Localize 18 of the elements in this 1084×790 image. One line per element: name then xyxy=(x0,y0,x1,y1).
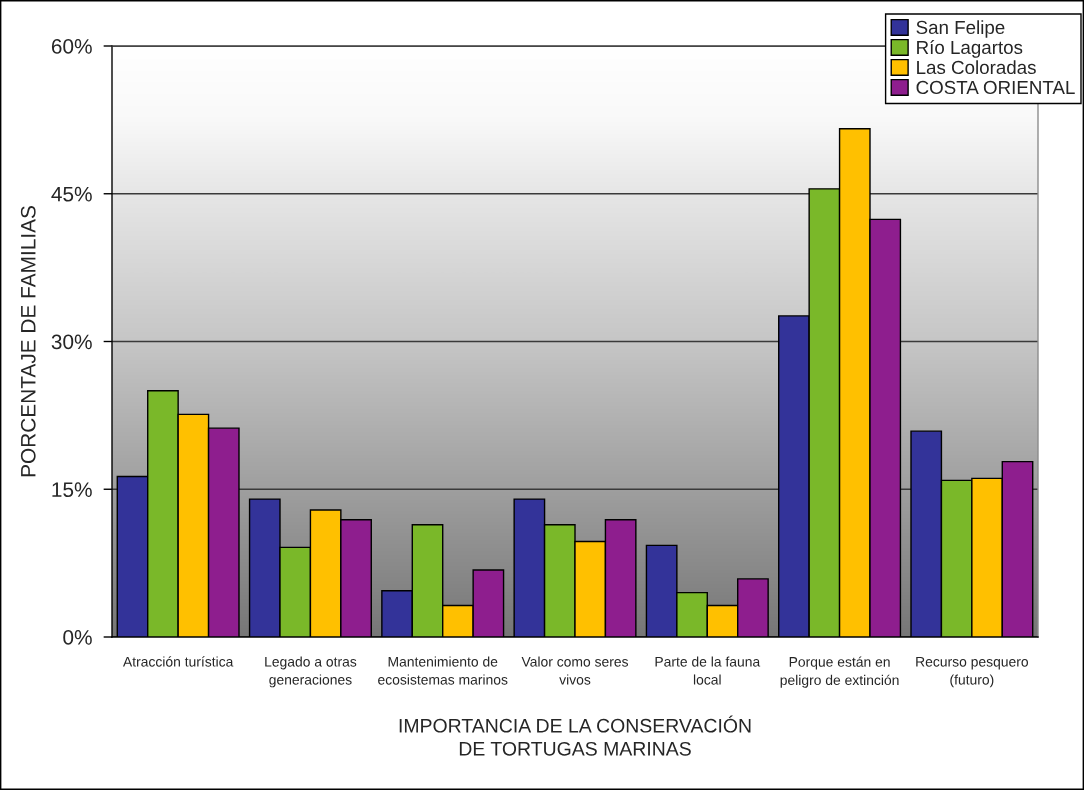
x-tick-label: Recurso pesquero (futuro) xyxy=(916,656,1029,688)
x-tick-label: Valor como seres vivos xyxy=(521,656,629,685)
legend-label: Río Lagartos xyxy=(917,40,1023,58)
legend-label: COSTA ORIENTAL xyxy=(916,80,1075,95)
y-tick-label: 60% xyxy=(51,39,92,54)
x-tick-label: Parte de la fauna local xyxy=(655,656,761,685)
y-tick-label: 15% xyxy=(52,482,92,497)
legend-label: Las Coloradas xyxy=(917,60,1036,75)
x-tick-label: Porque están en peligro de extinción xyxy=(780,656,899,688)
y-tick-label: 30% xyxy=(51,334,92,350)
y-axis-title: PORCENTAJE DE FAMILIAS xyxy=(20,206,36,477)
x-tick-label: Atracción turística xyxy=(122,656,234,667)
x-axis-title: IMPORTANCIA DE LA CONSERVACIÓN DE TORTUGAS MARINAS xyxy=(399,715,751,756)
x-tick-label: Legado a otras generaciones xyxy=(265,656,357,688)
legend-label: San Felipe xyxy=(916,20,1005,38)
y-tick-label: 0% xyxy=(63,630,92,645)
x-tick-label: Mantenimiento de ecosistemas marinos xyxy=(378,656,508,685)
y-tick-label: 45% xyxy=(51,186,92,202)
